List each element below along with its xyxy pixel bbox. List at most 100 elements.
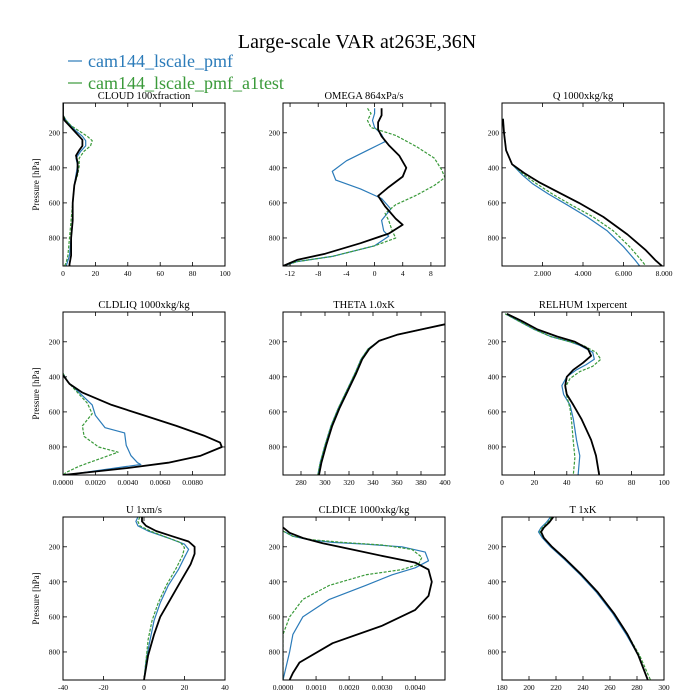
x-tick-label: 0.0010 <box>306 683 327 692</box>
y-tick-label: 600 <box>488 198 500 207</box>
series-line-0 <box>504 313 595 475</box>
x-tick-label: -40 <box>58 683 68 692</box>
panel-7: U 1xm/s -40 -20 0 20 40 200 400 600 800 Pressure [… <box>31 505 229 692</box>
legend-label-0: cam144_lscale_pmf <box>88 51 233 71</box>
y-tick-label: 200 <box>269 128 281 137</box>
y-tick-label: 400 <box>49 577 61 586</box>
x-tick-label: 260 <box>604 683 616 692</box>
plot-frame <box>282 102 446 267</box>
y-tick-label: 800 <box>488 233 500 242</box>
panel-title: U 1xm/s <box>126 505 162 516</box>
y-tick-label: 200 <box>49 337 61 346</box>
y-tick-label: 400 <box>488 372 500 381</box>
x-tick-label: 200 <box>523 683 535 692</box>
y-tick-label: 600 <box>488 407 500 416</box>
legend-label-1: cam144_lscale_pmf_a1test <box>88 73 284 93</box>
y-tick-label: 800 <box>269 233 281 242</box>
x-tick-label: 8 <box>429 269 433 278</box>
panel-title: RELHUM 1xpercent <box>539 300 627 311</box>
series-line-0 <box>63 373 142 475</box>
x-tick-label: 4 <box>401 269 405 278</box>
y-tick-label: 400 <box>49 163 61 172</box>
series-line-2 <box>283 108 408 266</box>
y-tick-label: 800 <box>488 442 500 451</box>
y-tick-label: 400 <box>488 163 500 172</box>
x-tick-label: 0.0020 <box>85 478 106 487</box>
x-tick-label: 0.0000 <box>53 478 74 487</box>
y-tick-label: 600 <box>49 198 61 207</box>
plot-frame <box>501 516 665 681</box>
series-line-2 <box>141 517 196 680</box>
x-tick-label: -8 <box>315 269 321 278</box>
series-group <box>317 323 445 475</box>
x-tick-label: 80 <box>628 478 636 487</box>
panel-title: CLDICE 1000xkg/kg <box>319 505 410 516</box>
x-tick-label: 8.000 <box>656 269 673 278</box>
plot-frame <box>501 102 665 267</box>
series-group <box>504 312 602 475</box>
x-tick-label: 300 <box>319 478 331 487</box>
y-tick-label: 600 <box>488 612 500 621</box>
y-tick-label: 200 <box>488 128 500 137</box>
series-line-2 <box>506 312 601 475</box>
y-tick-label: 800 <box>49 233 61 242</box>
panel-2: OMEGA 864xPa/s -12 -8 -4 0 4 8 200 400 600 800 <box>269 91 446 278</box>
figure-legend: cam144_lscale_pmf cam144_lscale_pmf_a1te… <box>68 51 284 93</box>
series-line-1 <box>502 118 647 266</box>
x-tick-label: 320 <box>343 478 355 487</box>
panel-title: THETA 1.0xK <box>333 300 395 311</box>
y-tick-label: 600 <box>49 407 61 416</box>
panel-1: CLOUD 100xfraction 0 20 40 60 80 100 200 400 600 8… <box>31 91 231 278</box>
y-tick-label: 400 <box>269 372 281 381</box>
x-tick-label: 300 <box>658 683 670 692</box>
series-line-2 <box>318 323 445 475</box>
y-tick-label: 200 <box>49 128 61 137</box>
series-line-1 <box>317 323 445 475</box>
panel-5: THETA 1.0xK 280 300 320 340 360 380 400 200 400 60… <box>269 300 451 487</box>
panel-title: CLDLIQ 1000xkg/kg <box>98 300 190 311</box>
x-tick-label: 0.0040 <box>405 683 426 692</box>
y-tick-label: 800 <box>269 442 281 451</box>
plot-frame <box>501 311 665 476</box>
y-tick-label: 800 <box>49 647 61 656</box>
series-line-2 <box>63 374 223 475</box>
series-line-2 <box>502 118 663 266</box>
y-tick-label: 200 <box>269 337 281 346</box>
plot-frame <box>62 102 226 267</box>
x-tick-label: 20 <box>181 683 189 692</box>
y-tick-label: 200 <box>488 337 500 346</box>
series-line-2 <box>63 103 84 266</box>
x-tick-label: 380 <box>415 478 427 487</box>
series-group <box>283 526 433 680</box>
y-tick-label: 600 <box>269 407 281 416</box>
x-tick-label: 280 <box>295 478 307 487</box>
series-line-1 <box>63 103 93 266</box>
x-tick-label: 4.000 <box>575 269 592 278</box>
x-tick-label: 0.0060 <box>150 478 171 487</box>
plot-frame <box>282 311 446 476</box>
panel-9: T 1xK 180 200 220 240 260 280 300 200 400 600 800 <box>488 505 670 692</box>
y-tick-label: 800 <box>269 647 281 656</box>
plot-frame <box>62 311 226 476</box>
series-line-1 <box>63 373 119 475</box>
series-group <box>537 517 652 680</box>
x-tick-label: 100 <box>658 478 670 487</box>
x-tick-label: 40 <box>563 478 571 487</box>
series-line-1 <box>504 313 602 475</box>
x-tick-label: 400 <box>439 478 451 487</box>
x-tick-label: 0.0000 <box>273 683 294 692</box>
y-tick-label: 200 <box>269 542 281 551</box>
x-tick-label: -20 <box>99 683 109 692</box>
x-tick-label: 240 <box>577 683 589 692</box>
panel-4: CLDLIQ 1000xkg/kg 0.0000 0.0020 0.0040 0.006… <box>31 300 226 487</box>
x-tick-label: 220 <box>550 683 562 692</box>
x-tick-label: 340 <box>367 478 379 487</box>
y-tick-label: 200 <box>488 542 500 551</box>
x-tick-label: 80 <box>189 269 197 278</box>
x-tick-label: 0.0030 <box>372 683 393 692</box>
y-tick-label: 600 <box>269 612 281 621</box>
y-axis-label: Pressure [hPa] <box>31 572 41 624</box>
x-tick-label: 20 <box>92 269 100 278</box>
y-tick-label: 200 <box>49 542 61 551</box>
